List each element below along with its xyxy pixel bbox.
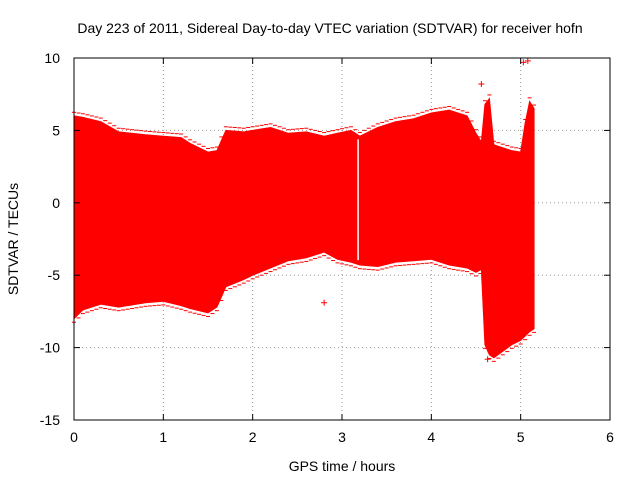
outlier-point bbox=[484, 356, 491, 363]
x-tick-label: 4 bbox=[427, 429, 435, 445]
data-layer bbox=[72, 57, 537, 363]
y-tick-label: -15 bbox=[40, 412, 60, 428]
chart-title: Day 223 of 2011, Sidereal Day-to-day VTE… bbox=[77, 20, 582, 36]
axis-ticks: 0 1 2 3 4 5 6 -15 -10 -5 0 5 10 bbox=[40, 50, 614, 445]
y-tick-label: -5 bbox=[48, 267, 61, 283]
x-tick-label: 6 bbox=[606, 429, 614, 445]
outlier-point bbox=[524, 57, 531, 64]
outlier-point bbox=[321, 299, 328, 306]
x-axis-label: GPS time / hours bbox=[289, 458, 396, 474]
x-tick-label: 2 bbox=[249, 429, 257, 445]
y-tick-label: 10 bbox=[44, 50, 60, 66]
sdtvar-error-band bbox=[73, 97, 535, 359]
x-tick-label: 5 bbox=[517, 429, 525, 445]
outlier-point bbox=[478, 81, 485, 88]
outlier-point bbox=[520, 59, 527, 66]
y-axis-label: SDTVAR / TECUs bbox=[5, 183, 21, 295]
x-tick-label: 3 bbox=[338, 429, 346, 445]
y-tick-label: 5 bbox=[52, 122, 60, 138]
x-tick-label: 0 bbox=[70, 429, 78, 445]
y-tick-label: 0 bbox=[52, 195, 60, 211]
y-tick-label: -10 bbox=[40, 340, 60, 356]
x-tick-label: 1 bbox=[159, 429, 167, 445]
